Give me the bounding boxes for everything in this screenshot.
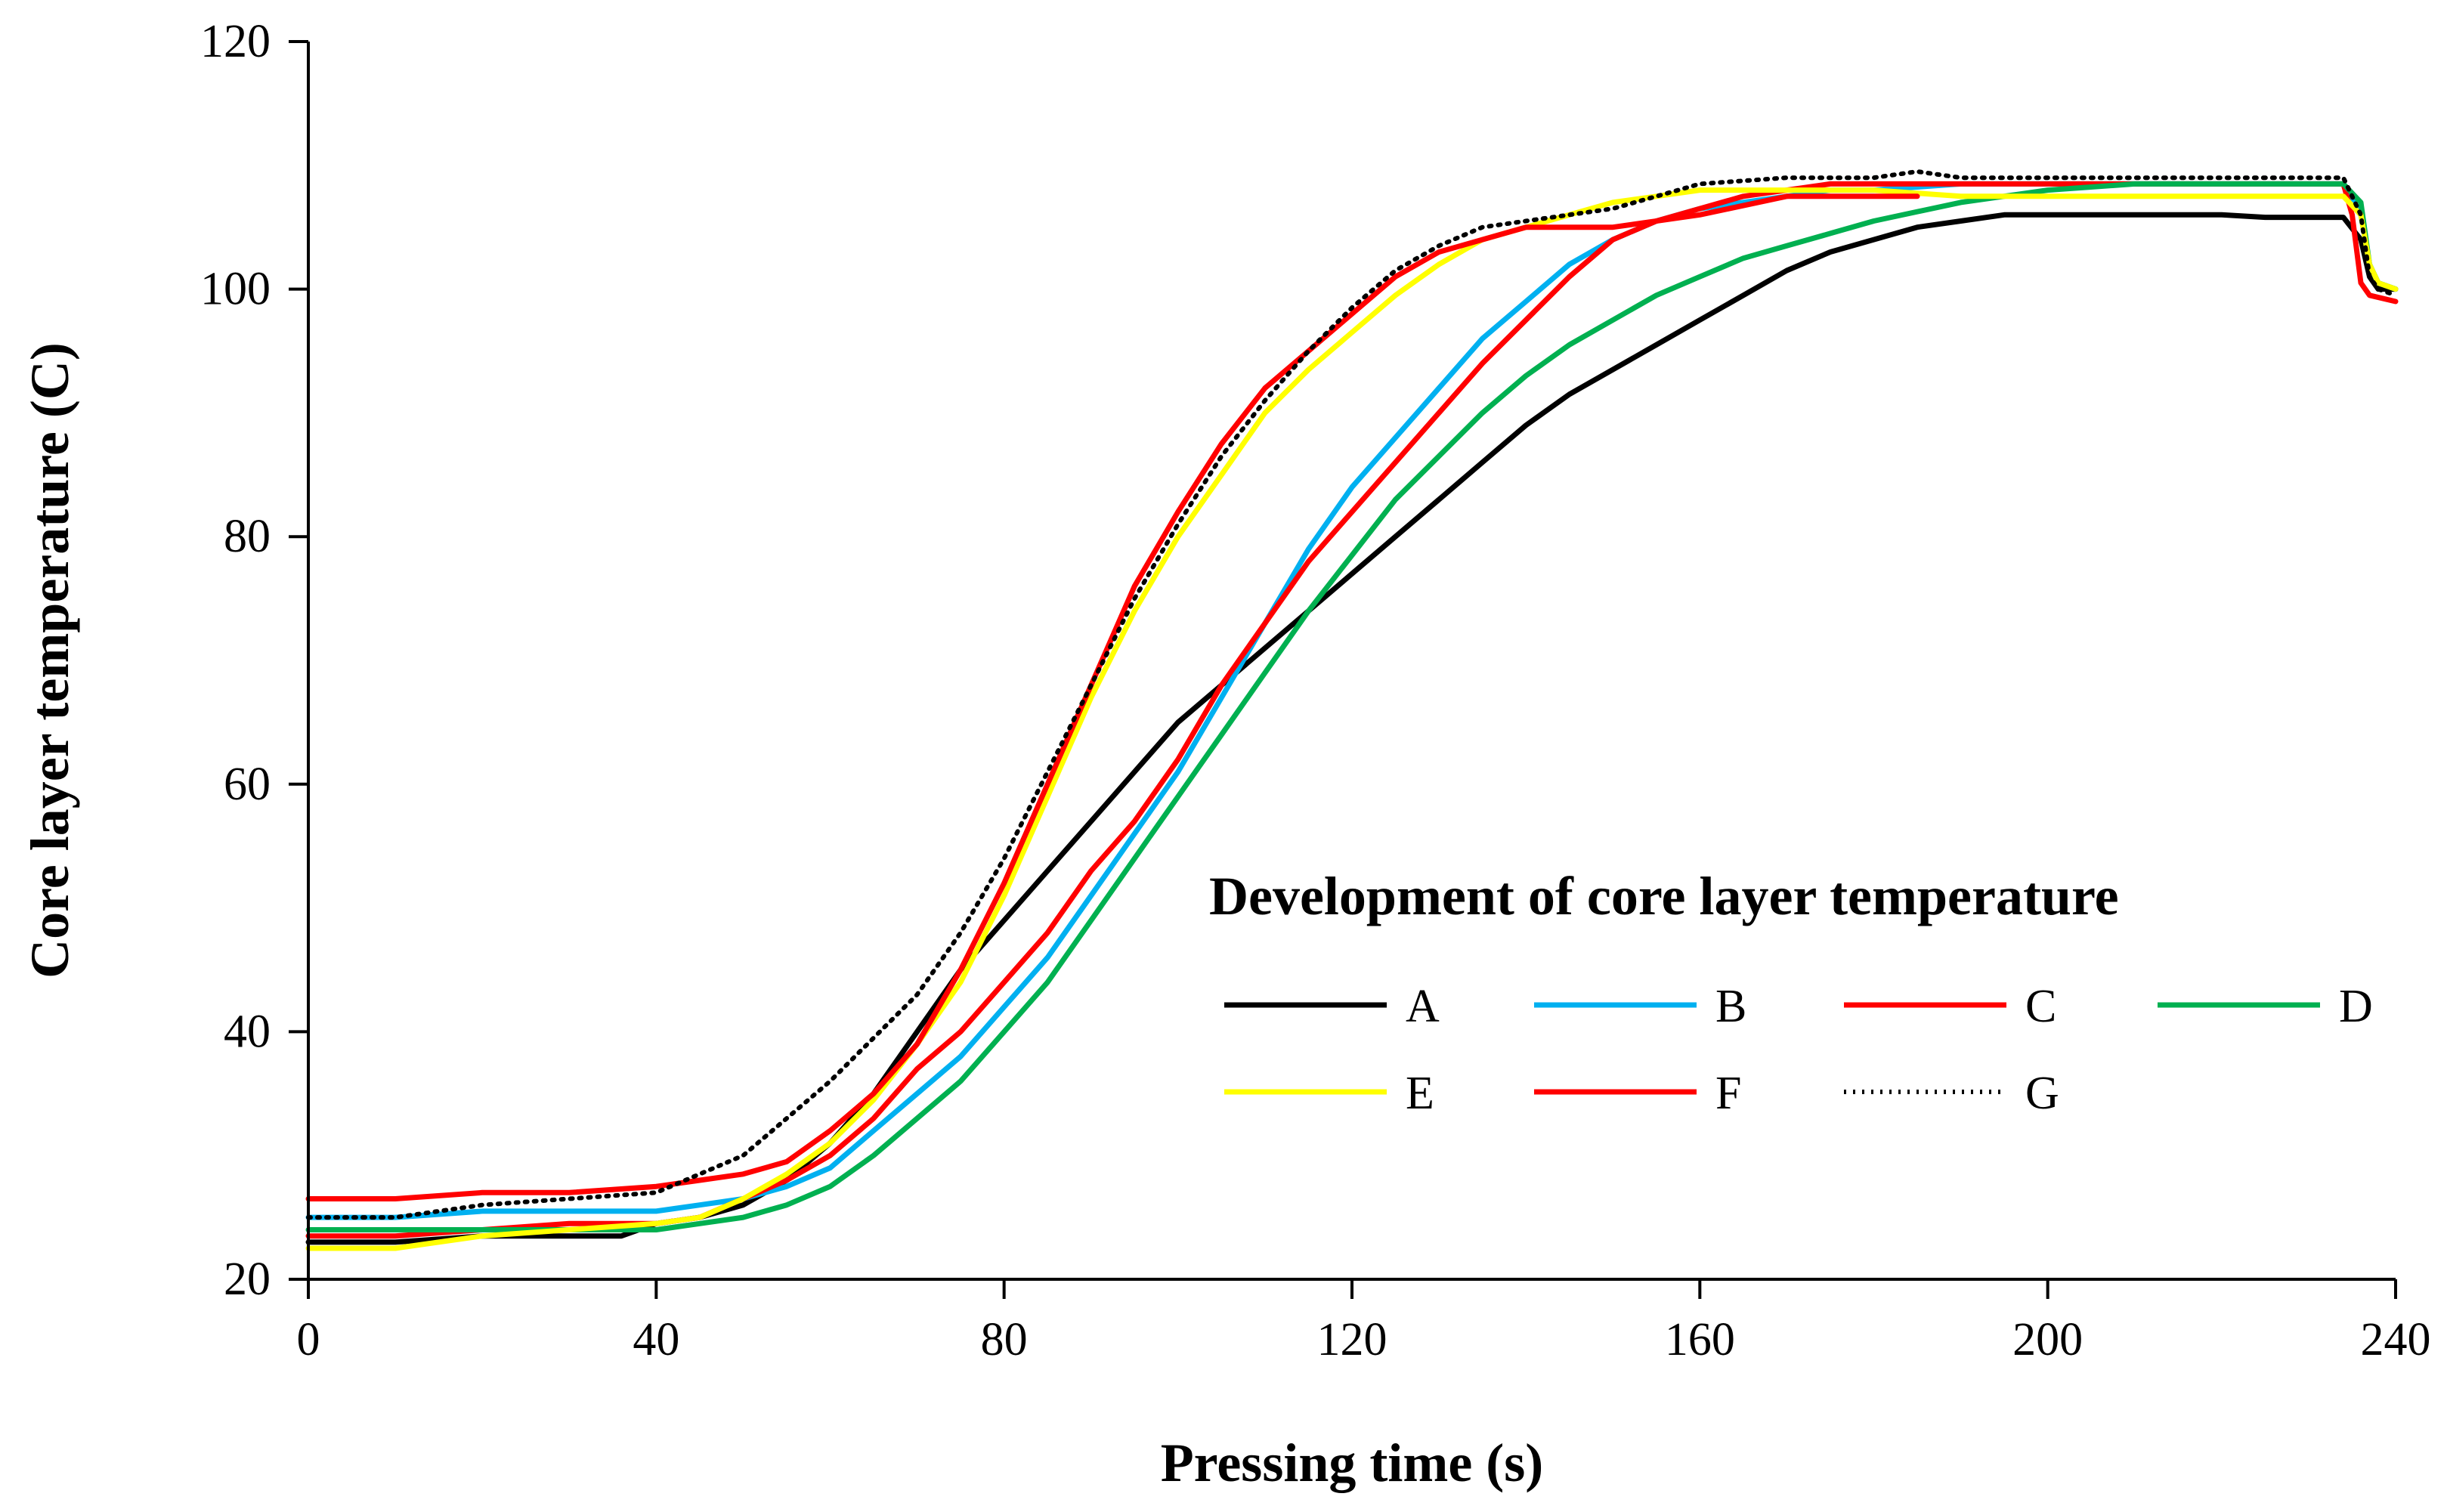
legend-label-c: C <box>2025 981 2056 1032</box>
y-tick-label: 20 <box>224 1254 271 1305</box>
series-line-d <box>305 181 2399 1232</box>
legend-label-a: A <box>1406 981 1440 1032</box>
series-layer <box>305 169 2399 1251</box>
x-tick-label: 0 <box>297 1314 320 1365</box>
series-line-b <box>305 181 2399 1220</box>
y-tick-label: 40 <box>224 1006 271 1057</box>
series-line-e <box>305 187 2399 1251</box>
series-line-a <box>305 212 2399 1245</box>
y-tick-label: 120 <box>200 16 271 67</box>
legend-label-g: G <box>2025 1068 2059 1119</box>
x-tick-label: 120 <box>1317 1314 1387 1365</box>
series-line-c <box>305 181 2399 1239</box>
y-axis-title: Core layer temperature (C) <box>20 342 80 979</box>
legend-label-e: E <box>1406 1068 1434 1119</box>
y-tick-label: 60 <box>224 759 271 810</box>
x-tick-label: 40 <box>633 1314 679 1365</box>
x-tick-label: 80 <box>981 1314 1028 1365</box>
legend-items: A B C D E F G <box>1224 981 2373 1119</box>
legend-title: Development of core layer temperature <box>1209 866 2119 926</box>
series-line-g <box>306 169 2398 1220</box>
y-tick-label: 80 <box>224 511 271 562</box>
y-tick-label: 100 <box>200 264 271 315</box>
x-tick-label: 200 <box>2012 1314 2083 1365</box>
x-tick-label: 240 <box>2361 1314 2431 1365</box>
legend-label-b: B <box>1715 981 1746 1032</box>
legend: Development of core layer temperature A B… <box>1209 866 2373 1119</box>
legend-label-f: F <box>1715 1068 1741 1119</box>
legend-label-d: D <box>2339 981 2373 1032</box>
tick-layer: 20 40 60 80 100 120 0 40 80 120 160 200 240 <box>200 16 2431 1365</box>
x-tick-label: 160 <box>1665 1314 1735 1365</box>
series-line-f <box>305 193 1920 1201</box>
x-axis-title: Pressing time (s) <box>1161 1433 1544 1493</box>
